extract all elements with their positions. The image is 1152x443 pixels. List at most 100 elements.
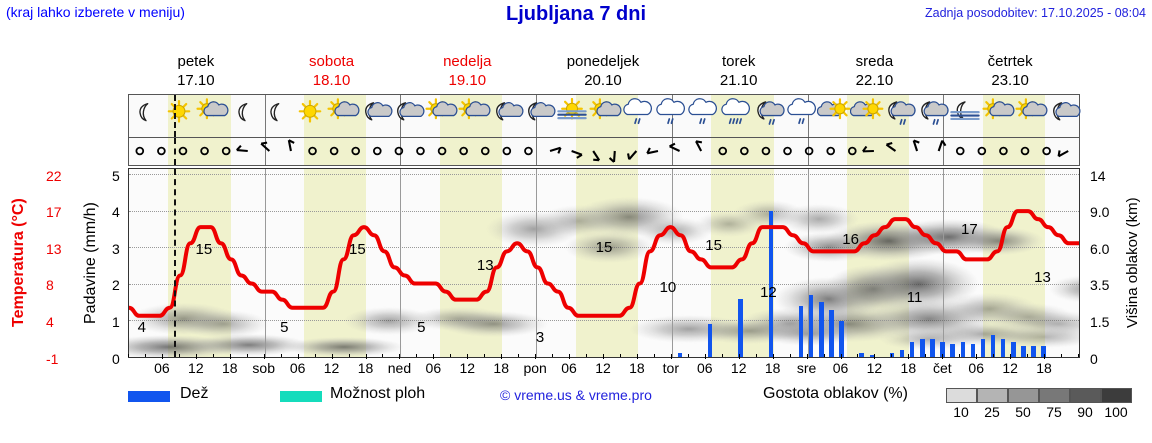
page-title: Ljubljana 7 dni bbox=[505, 3, 646, 25]
x-axis-tick-label: 06 bbox=[696, 360, 713, 376]
cloud-density-legend-title: Gostota oblakov (%) bbox=[763, 385, 908, 402]
cloud-density-swatch bbox=[1070, 388, 1101, 403]
daylight-shading bbox=[575, 138, 638, 165]
temperature-value-label: 15 bbox=[595, 239, 613, 256]
x-axis-labels: 06 12 18 sob 06 12 18 ned 06 12 18 pon 06 12 18 tor 06 12… bbox=[128, 354, 1080, 380]
x-axis-tick-label: sre bbox=[796, 360, 817, 376]
precipitation-tick: 1 bbox=[112, 314, 120, 330]
precipitation-bar bbox=[960, 342, 965, 357]
wind-barb-band bbox=[128, 138, 1080, 166]
weather-icon-band bbox=[128, 94, 1081, 138]
day-date: 19.10 bbox=[448, 72, 487, 89]
temperature-value-label: 15 bbox=[705, 237, 722, 254]
cloud-density-swatch bbox=[1039, 388, 1070, 403]
day-name: ponedeljek bbox=[566, 53, 640, 70]
cloud-density-tick: 75 bbox=[1046, 404, 1062, 420]
x-axis-tick-label: ned bbox=[387, 360, 412, 376]
x-axis-minor-tick bbox=[603, 354, 604, 357]
cloud-density-swatch bbox=[977, 388, 1008, 403]
cloudheight-axis-title: Višina oblakov (km) bbox=[1124, 197, 1141, 329]
x-axis-minor-tick bbox=[823, 354, 825, 357]
temperature-value-label: 5 bbox=[280, 319, 289, 336]
precipitation-bar bbox=[990, 335, 996, 357]
temperature-tick: 4 bbox=[46, 314, 54, 330]
x-axis-minor-tick bbox=[925, 354, 927, 357]
x-axis-tick-label: 12 bbox=[459, 360, 476, 376]
copyright-text: © vreme.us & vreme.pro bbox=[500, 387, 652, 403]
cloud-sun-icon bbox=[849, 98, 884, 133]
precipitation-tick: 4 bbox=[112, 204, 120, 220]
day-separator bbox=[264, 138, 266, 165]
x-axis-minor-tick bbox=[263, 354, 265, 357]
x-axis-minor-tick bbox=[721, 354, 723, 357]
x-axis-tick-label: 12 bbox=[188, 360, 204, 376]
day-separator bbox=[671, 169, 673, 357]
moon-cloud-icon bbox=[1047, 98, 1081, 133]
day-separator bbox=[807, 169, 809, 357]
x-axis-minor-tick bbox=[467, 354, 469, 357]
temperature-tick: 22 bbox=[46, 168, 62, 184]
x-axis-minor-tick bbox=[942, 354, 944, 357]
x-axis-minor-tick bbox=[874, 354, 876, 357]
day-separator bbox=[536, 138, 538, 165]
x-axis-minor-tick bbox=[619, 354, 621, 357]
precipitation-bar bbox=[1041, 346, 1046, 357]
x-axis-tick-label: 06 bbox=[154, 360, 170, 376]
x-axis-minor-tick bbox=[365, 354, 367, 357]
day-separator bbox=[671, 138, 673, 165]
cloud-density-swatch bbox=[1008, 388, 1039, 403]
cloudheight-tick: 0 bbox=[1090, 351, 1098, 367]
sun-fog-icon bbox=[555, 97, 589, 133]
x-axis-tick-label: 18 bbox=[357, 360, 374, 376]
daylight-shading bbox=[846, 138, 910, 165]
moon-cloud-icon bbox=[490, 98, 524, 133]
temperature-value-label: 15 bbox=[195, 241, 213, 258]
x-axis-minor-tick bbox=[1061, 354, 1063, 357]
x-axis-minor-tick bbox=[484, 354, 486, 357]
x-axis-tick-label: tor bbox=[662, 360, 680, 376]
precipitation-tick: 3 bbox=[112, 241, 120, 257]
precipitation-bar bbox=[738, 298, 743, 357]
day-header-sobota: sobota 18.10 bbox=[264, 52, 400, 94]
day-name: nedelja bbox=[443, 53, 492, 70]
cloudheight-tick: 14 bbox=[1090, 168, 1106, 184]
cloudheight-tick: 9.0 bbox=[1090, 204, 1110, 220]
day-name: sreda bbox=[855, 53, 894, 70]
x-axis-tick-label: 06 bbox=[425, 360, 442, 376]
cloudheight-tick: 3.5 bbox=[1090, 277, 1110, 293]
x-axis-minor-tick bbox=[755, 354, 757, 357]
precipitation-tick: 0 bbox=[112, 351, 120, 367]
x-axis-minor-tick bbox=[552, 354, 554, 357]
x-axis-minor-tick bbox=[993, 354, 995, 357]
x-axis-minor-tick bbox=[382, 354, 384, 357]
moon-cloud-icon bbox=[522, 98, 556, 133]
cloud-rain-icon bbox=[785, 98, 819, 133]
moon-cloud-rain-icon bbox=[883, 98, 917, 133]
temperature-value-label: 5 bbox=[417, 319, 426, 336]
precipitation-tick: 2 bbox=[112, 277, 120, 293]
precipitation-bar bbox=[869, 355, 875, 357]
temperature-value-label: 13 bbox=[1034, 269, 1051, 286]
cloud-density-swatch bbox=[946, 388, 977, 403]
wind-barbs bbox=[135, 139, 1069, 163]
moon-cloud-icon bbox=[359, 98, 393, 133]
day-date: 22.10 bbox=[855, 72, 894, 89]
x-axis-minor-tick bbox=[569, 354, 571, 357]
precipitation-bar bbox=[970, 344, 976, 357]
daylight-shading bbox=[439, 138, 503, 165]
meteogram-plot: 4 15 5 15 5 13 3 15 10 15 12 16 11 17 13 bbox=[128, 168, 1080, 358]
moon-icon bbox=[260, 98, 294, 133]
cloud-density-swatch bbox=[1101, 388, 1132, 403]
gridline-horizontal bbox=[129, 357, 1079, 358]
sun-cloud-icon bbox=[326, 98, 360, 133]
x-axis-tick-label: 18 bbox=[493, 360, 509, 376]
precipitation-bar bbox=[839, 320, 844, 357]
temperature-axis-title: Temperatura (°C) bbox=[10, 198, 27, 328]
temperature-value-label: 10 bbox=[659, 279, 677, 296]
day-header-petek: petek 17.10 bbox=[128, 52, 264, 94]
cloud-sun-icon bbox=[817, 98, 851, 133]
day-separator bbox=[943, 169, 945, 357]
x-axis-minor-tick bbox=[535, 354, 537, 357]
x-axis-minor-tick bbox=[891, 354, 893, 357]
cloud-rain-heavy-icon bbox=[719, 98, 753, 133]
